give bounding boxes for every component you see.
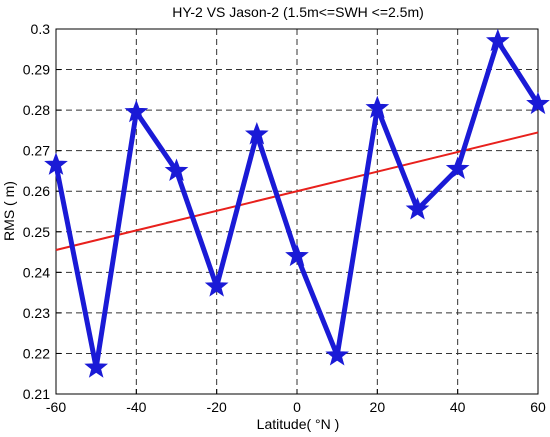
x-axis-title: Latitude( °N ): [257, 416, 340, 432]
data-point-star: [245, 122, 269, 145]
tick-layer: -60 -40 -20 0 20 40 60 0.21 0.22 0.23 0.24 0.25 0.26…: [23, 21, 546, 415]
data-point-star: [164, 158, 189, 182]
y-tick-label: 0.29: [23, 62, 50, 78]
y-tick-label: 0.27: [23, 143, 50, 159]
x-tick-label: 0: [293, 399, 301, 415]
y-tick-label: 0.3: [31, 21, 51, 37]
y-axis-title: RMS ( m): [1, 181, 17, 241]
data-point-star: [365, 95, 390, 119]
data-point-star: [285, 243, 309, 267]
data-point-star: [124, 99, 149, 123]
x-tick-label: -20: [207, 399, 227, 415]
grid-layer: [56, 29, 538, 394]
data-point-star: [325, 343, 349, 366]
data-point-star: [445, 156, 470, 179]
trend-line: [55, 131, 539, 251]
x-tick-label: 20: [370, 399, 386, 415]
data-point-star: [44, 152, 68, 175]
data-point-star: [84, 355, 108, 378]
x-tick-label: 40: [450, 399, 466, 415]
data-point-star: [204, 274, 229, 297]
data-point-star: [486, 28, 510, 52]
series-layer: [44, 28, 550, 378]
data-point-star: [526, 91, 550, 115]
y-tick-label: 0.26: [23, 183, 50, 199]
y-tick-label: 0.28: [23, 102, 50, 118]
y-tick-label: 0.25: [23, 224, 50, 240]
chart-title: HY-2 VS Jason-2 (1.5m<=SWH <=2.5m): [172, 4, 424, 20]
x-tick-label: 60: [530, 399, 546, 415]
y-tick-label: 0.22: [23, 345, 50, 361]
y-tick-label: 0.24: [23, 264, 50, 280]
data-point-star: [405, 197, 430, 220]
x-tick-label: -40: [126, 399, 146, 415]
y-tick-label: 0.21: [23, 386, 50, 402]
x-tick-label: -60: [46, 399, 66, 415]
y-tick-label: 0.23: [23, 305, 50, 321]
